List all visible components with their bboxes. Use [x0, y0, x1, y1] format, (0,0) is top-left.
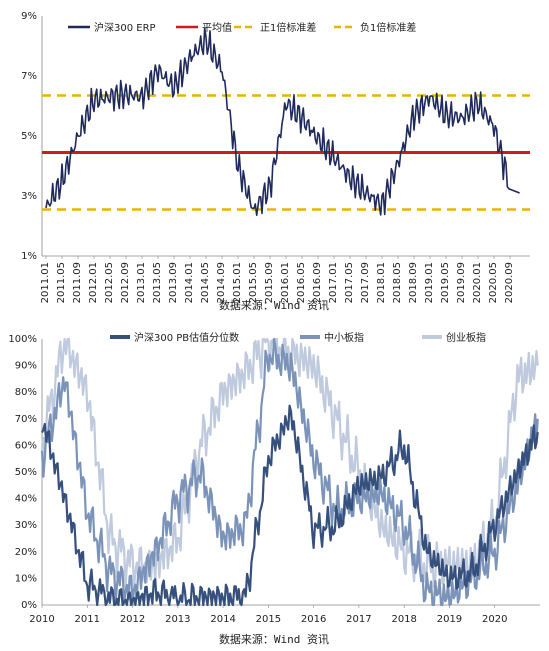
erp-series-layer: [42, 27, 530, 217]
pb-series-line: [41, 404, 539, 607]
erp-x-tick-label: 2014.09: [216, 262, 227, 303]
erp-x-tick-label: 2018.09: [408, 262, 419, 303]
erp-y-tick-label: 3%: [21, 191, 37, 202]
erp-y-tick-label: 5%: [21, 131, 37, 142]
erp-x-tick-label: 2017.01: [328, 262, 339, 303]
erp-x-tick-label: 2013.09: [168, 262, 179, 303]
erp-x-tick-label: 2014.01: [184, 262, 195, 303]
erp-legend-label: 负1倍标准差: [360, 21, 416, 34]
pb-y-tick-label: 80%: [15, 387, 37, 398]
source-label-top: 数据来源：Wind 资讯: [219, 298, 329, 312]
erp-x-tick-label: 2015.05: [248, 262, 259, 303]
erp-x-tick-label: 2020.09: [504, 262, 515, 303]
erp-legend: 沪深300 ERP 平均值 正1倍标准差 负1倍标准差: [68, 21, 416, 34]
pb-series-layer: [40, 337, 539, 607]
erp-x-tick-label: 2020.01: [472, 262, 483, 303]
erp-x-tick-label: 2012.01: [88, 262, 99, 303]
erp-x-tick-label: 2015.09: [264, 262, 275, 303]
erp-x-tick-label: 2019.01: [424, 262, 435, 303]
erp-y-ticks: 1% 3% 5% 7% 9%: [21, 11, 37, 262]
pb-y-tick-label: 60%: [15, 440, 37, 451]
erp-x-tick-label: 2016.01: [280, 262, 291, 303]
erp-x-tick-label: 2016.09: [312, 262, 323, 303]
erp-x-tick-label: 2011.05: [56, 262, 67, 303]
erp-y-tick-label: 7%: [21, 71, 37, 82]
pb-y-tick-label: 30%: [15, 520, 37, 531]
erp-legend-label: 正1倍标准差: [260, 21, 316, 34]
erp-x-tick-label: 2012.09: [120, 262, 131, 303]
pb-y-ticks: 0% 10% 20% 30% 40% 50% 60% 70% 80% 90% 100%: [8, 334, 37, 611]
erp-y-tick-label: 9%: [21, 11, 37, 22]
erp-x-tick-label: 2019.05: [440, 262, 451, 303]
pb-x-ticks: 2010 2011 2012 2013 2014 2015 2016 2017 2018 2019…: [29, 605, 507, 625]
erp-x-tick-label: 2015.01: [232, 262, 243, 303]
pb-y-tick-label: 90%: [15, 361, 37, 372]
erp-x-tick-label: 2019.09: [456, 262, 467, 303]
pb-legend: 沪深300 PB估值分位数 中小板指 创业板指: [110, 331, 486, 344]
erp-x-tick-label: 2017.09: [360, 262, 371, 303]
pb-chart: 0%10%20%30%40%50%60%70%80%90%100% 2010 20…: [8, 331, 540, 625]
pb-x-tick-label: 2013: [165, 614, 190, 625]
pb-y-tick-label: 70%: [15, 414, 37, 425]
pb-x-tick-label: 2019: [437, 614, 462, 625]
erp-x-tick-label: 2017.05: [344, 262, 355, 303]
pb-y-tick-label: 20%: [15, 547, 37, 558]
pb-x-tick-label: 2017: [346, 614, 371, 625]
pb-legend-label: 创业板指: [446, 331, 486, 344]
erp-legend-label: 平均值: [202, 21, 232, 34]
pb-x-tick-label: 2011: [75, 614, 100, 625]
erp-x-tick-label: 2011.01: [40, 262, 51, 303]
pb-x-tick-label: 2010: [29, 614, 54, 625]
erp-x-tick-label: 2013.01: [136, 262, 147, 303]
pb-y-tick-label: 10%: [15, 573, 37, 584]
pb-x-tick-label: 2014: [210, 614, 235, 625]
erp-x-tick-label: 2011.09: [72, 262, 83, 303]
erp-x-tick-label: 2016.05: [296, 262, 307, 303]
erp-series-line: [45, 27, 520, 217]
pb-legend-label: 沪深300 PB估值分位数: [134, 331, 239, 344]
erp-x-tick-label: 2018.05: [392, 262, 403, 303]
erp-x-tick-label: 2018.01: [376, 262, 387, 303]
pb-y-tick-label: 40%: [15, 494, 37, 505]
erp-x-tick-label: 2014.05: [200, 262, 211, 303]
pb-legend-label: 中小板指: [324, 331, 364, 344]
erp-y-tick-label: 1%: [21, 251, 37, 262]
erp-x-tick-label: 2013.05: [152, 262, 163, 303]
pb-y-tick-label: 0%: [21, 600, 37, 611]
pb-x-tick-label: 2020: [482, 614, 507, 625]
pb-x-tick-label: 2012: [120, 614, 145, 625]
erp-x-tick-label: 2012.05: [104, 262, 115, 303]
erp-x-tick-label: 2020.05: [488, 262, 499, 303]
erp-legend-label: 沪深300 ERP: [94, 21, 156, 34]
erp-x-ticks: 2011.01 2011.05 2011.09 2012.01 2012.05 2012.…: [40, 256, 515, 303]
pb-y-tick-label: 50%: [15, 467, 37, 478]
pb-x-tick-label: 2018: [391, 614, 416, 625]
erp-chart: 1%3%5%7%9% 2011.01 2011.05 2011.09 2012.01 2…: [21, 11, 530, 303]
pb-x-tick-label: 2015: [256, 614, 281, 625]
source-label-bottom: 数据来源：Wind 资讯: [219, 632, 329, 646]
pb-x-tick-label: 2016: [301, 614, 326, 625]
pb-y-tick-label: 100%: [8, 334, 37, 345]
